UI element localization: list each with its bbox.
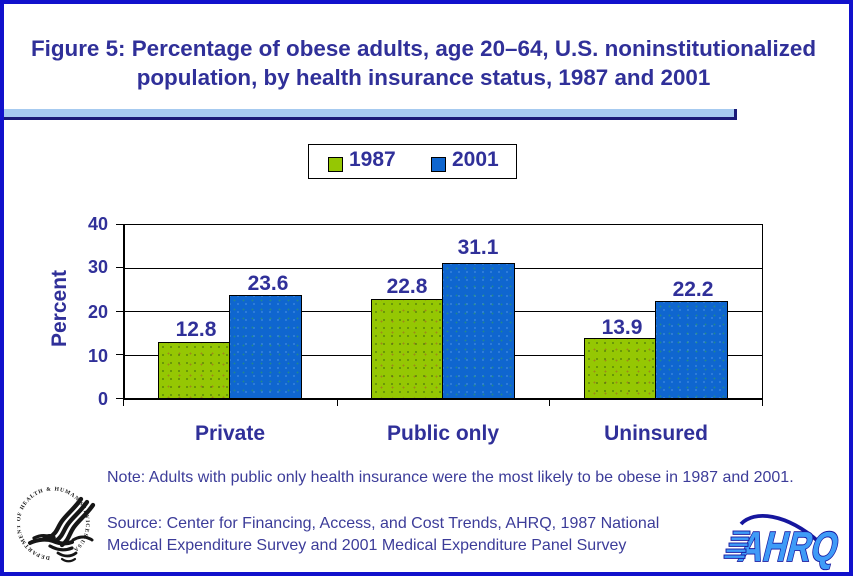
svg-text:AHRQ: AHRQ [735,524,842,571]
